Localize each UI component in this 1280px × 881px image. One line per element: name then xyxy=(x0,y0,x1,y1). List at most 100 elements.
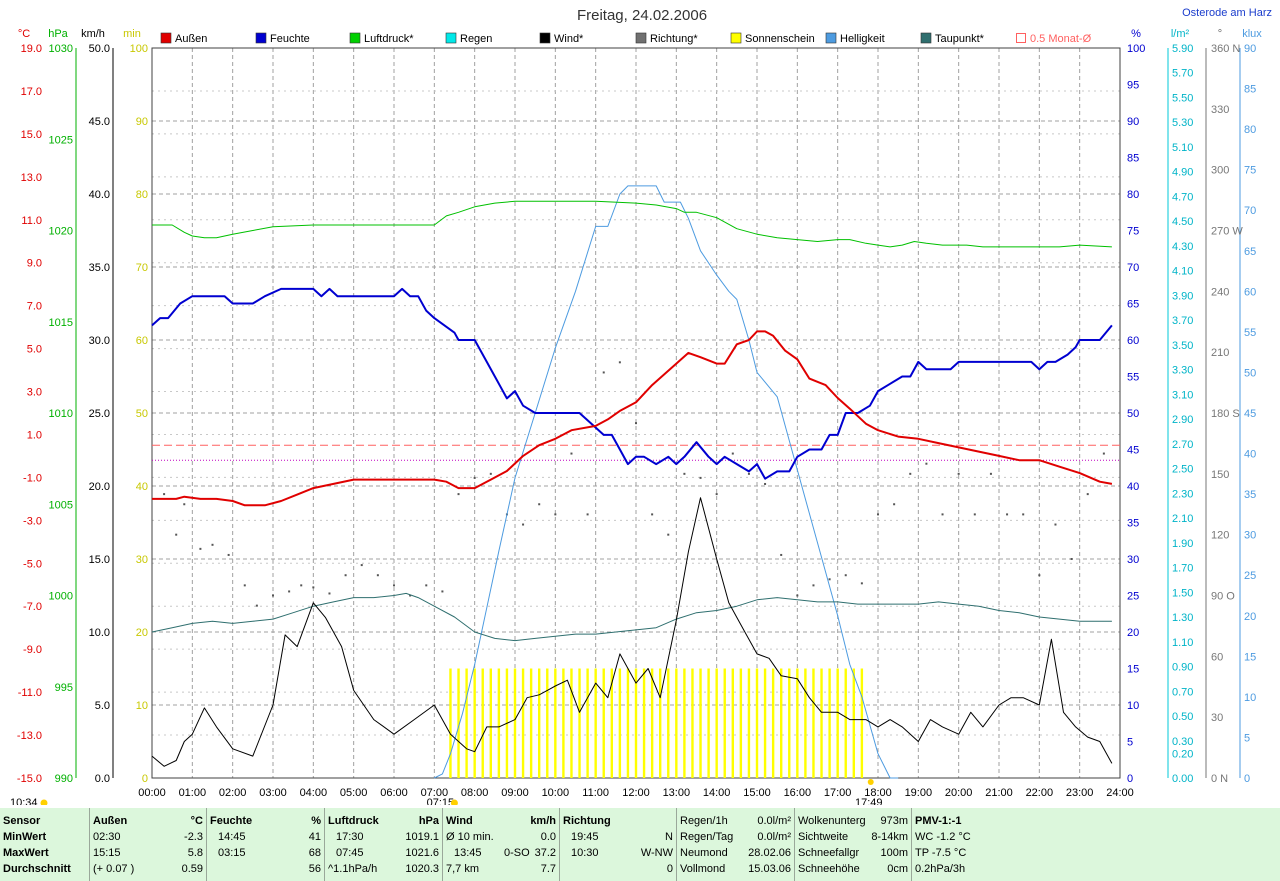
weather-chart: Freitag, 24.02.2006 Osterode am Harz Auß… xyxy=(10,7,1272,805)
direction-point xyxy=(1022,513,1025,516)
humidity-tick-label: 70 xyxy=(1127,262,1139,274)
wind-tick-label: 40.0 xyxy=(89,189,110,201)
rain-tick-label: 4.10 xyxy=(1172,266,1193,278)
chart-legend: Außen Feuchte Luftdruck* Regen Wind* Richtung… xyxy=(160,32,1092,45)
vollmond-value: 15.03.06 xyxy=(748,863,791,875)
feuchte-max-time: 03:15 xyxy=(218,847,246,859)
x-tick-label: 09:00 xyxy=(501,787,529,799)
light-tick-label: 15 xyxy=(1244,651,1256,663)
rain-tick-label: 5.50 xyxy=(1172,92,1193,104)
humidity-tick-label: 0 xyxy=(1127,773,1133,785)
legend-swatch xyxy=(730,32,742,44)
legend-label: Außen xyxy=(175,33,207,45)
aussen-min-value: -2.3 xyxy=(184,831,203,843)
sunrise-dot xyxy=(450,799,458,805)
rain-tick-label: 4.70 xyxy=(1172,191,1193,203)
rain-tick-label: 0.50 xyxy=(1172,711,1193,723)
x-tick-label: 17:00 xyxy=(824,787,852,799)
direction-point xyxy=(828,578,831,581)
direction-point xyxy=(425,584,428,587)
temp-tick-label: 3.0 xyxy=(27,387,42,399)
humidity-unit-label: % xyxy=(1131,28,1141,40)
wind-tick-label: 50.0 xyxy=(89,43,110,55)
chart-title: Freitag, 24.02.2006 xyxy=(577,7,707,24)
wind-max-time: 13:45 xyxy=(454,847,482,859)
pressure-tick-label: 1010 xyxy=(49,408,73,420)
x-tick-label: 13:00 xyxy=(663,787,691,799)
temp-tick-label: -7.0 xyxy=(23,601,42,613)
direction-point xyxy=(747,472,750,475)
direction-tick-label: 30 xyxy=(1211,712,1223,724)
rain-tick-label: 0.30 xyxy=(1172,736,1193,748)
humidity-tick-label: 45 xyxy=(1127,445,1139,457)
direction-point xyxy=(957,472,960,475)
richtung-min-time: 19:45 xyxy=(571,831,599,843)
direction-tick-label: 330 xyxy=(1211,104,1229,116)
direction-point xyxy=(199,547,202,550)
direction-tick-label: 240 xyxy=(1211,286,1229,298)
light-tick-label: 75 xyxy=(1244,165,1256,177)
pressure-tick-label: 1000 xyxy=(49,591,73,603)
direction-point xyxy=(489,472,492,475)
direction-point xyxy=(360,564,363,567)
temp-tick-label: -9.0 xyxy=(23,644,42,656)
rain-tick-label: 5.70 xyxy=(1172,68,1193,80)
humidity-tick-label: 15 xyxy=(1127,664,1139,676)
direction-point xyxy=(651,513,654,516)
legend-label: Helligkeit xyxy=(840,33,885,45)
pressure-tick-label: 1015 xyxy=(49,317,73,329)
feuchte-avg-value: 56 xyxy=(308,863,321,875)
rain-tick-label: 5.90 xyxy=(1172,43,1193,55)
direction-point xyxy=(844,574,847,577)
temp-tick-label: -1.0 xyxy=(23,472,42,484)
wind-tick-label: 15.0 xyxy=(89,554,110,566)
regen-tag-value: 0.0l/m² xyxy=(757,831,791,843)
x-tick-label: 15:00 xyxy=(743,787,771,799)
sunset-label: 17:49 xyxy=(855,797,883,805)
temp-tick-label: -15.0 xyxy=(17,773,42,785)
rain-tick-label: 3.50 xyxy=(1172,340,1193,352)
humidity-tick-label: 75 xyxy=(1127,226,1139,238)
rain-tick-label: 1.10 xyxy=(1172,637,1193,649)
direction-point xyxy=(1102,452,1105,455)
wind-tick-label: 25.0 xyxy=(89,408,110,420)
pmv-column: PMV-1:-1 WC -1.2 °C TP -7.5 °C 0.2hPa/3h xyxy=(912,808,1280,881)
rain-tick-label: 2.10 xyxy=(1172,513,1193,525)
light-tick-label: 25 xyxy=(1244,570,1256,582)
direction-point xyxy=(860,582,863,585)
direction-point xyxy=(211,543,214,546)
richtung-header: Richtung xyxy=(563,815,611,827)
chart-plot xyxy=(151,185,1120,779)
humidity-tick-label: 100 xyxy=(1127,43,1145,55)
temp-tick-label: 7.0 xyxy=(27,301,42,313)
dewpoint-line xyxy=(151,592,1112,642)
legend-label: 0.5 Monat-Ø xyxy=(1030,33,1092,45)
aussen-max-time: 15:15 xyxy=(93,847,121,859)
light-tick-label: 80 xyxy=(1244,124,1256,136)
humidity-tick-label: 35 xyxy=(1127,518,1139,530)
neumond-value: 28.02.06 xyxy=(748,847,791,859)
rain-tick-label: 2.90 xyxy=(1172,414,1193,426)
rain-tick-label: 3.30 xyxy=(1172,365,1193,377)
direction-point xyxy=(554,513,557,516)
minwert-label: MinWert xyxy=(3,831,47,843)
taupunkt-label: TP -7.5 °C xyxy=(915,847,967,859)
legend-swatch xyxy=(445,32,457,44)
pressure-unit-label: hPa xyxy=(48,28,68,40)
direction-point xyxy=(973,513,976,516)
light-tick-label: 10 xyxy=(1244,692,1256,704)
direction-point xyxy=(925,462,928,465)
direction-point xyxy=(1006,513,1009,516)
luftdruck-column: Luftdruck hPa 17:30 1019.1 07:45 1021.6 ^1.… xyxy=(325,808,443,881)
neumond-label: Neumond xyxy=(680,847,728,859)
x-tick-label: 04:00 xyxy=(300,787,328,799)
richtung-column: Richtung 19:45 N 10:30 W-NW 0 xyxy=(560,808,677,881)
rain-tick-label: 4.90 xyxy=(1172,167,1193,179)
humidity-tick-label: 20 xyxy=(1127,627,1139,639)
sensor-header: Sensor xyxy=(3,815,41,827)
sun-tick-label: 100 xyxy=(130,43,148,55)
feuchte-column: Feuchte% 14:45 41 03:15 68 56 xyxy=(207,808,325,881)
direction-tick-label: 210 xyxy=(1211,347,1229,359)
direction-tick-label: 180 S xyxy=(1211,408,1240,420)
legend-swatch xyxy=(920,32,932,44)
